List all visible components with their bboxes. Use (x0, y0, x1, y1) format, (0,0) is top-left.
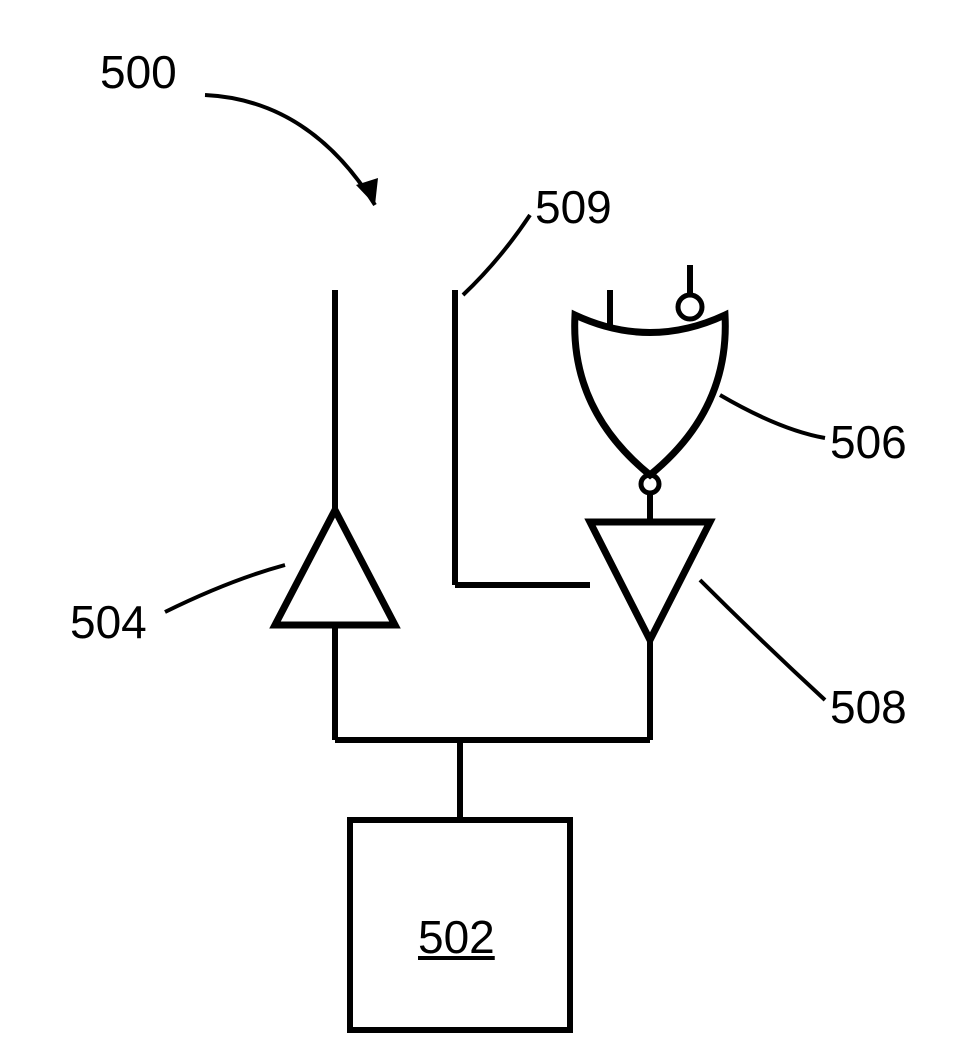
leader-506 (720, 395, 825, 438)
label-500: 500 (100, 45, 177, 99)
label-509: 509 (535, 180, 612, 234)
leader-508 (700, 580, 825, 700)
label-502: 502 (418, 910, 495, 964)
leader-504 (165, 565, 285, 612)
label-504: 504 (70, 595, 147, 649)
nor-input-bubble (678, 295, 702, 319)
label-506: 506 (830, 415, 907, 469)
circuit-diagram (0, 0, 980, 1064)
buffer-504 (275, 510, 395, 625)
nor-gate-506 (575, 315, 726, 475)
leader-500-arrow (205, 95, 375, 205)
inverter-508 (590, 522, 710, 640)
label-508: 508 (830, 680, 907, 734)
leader-509 (463, 215, 530, 295)
